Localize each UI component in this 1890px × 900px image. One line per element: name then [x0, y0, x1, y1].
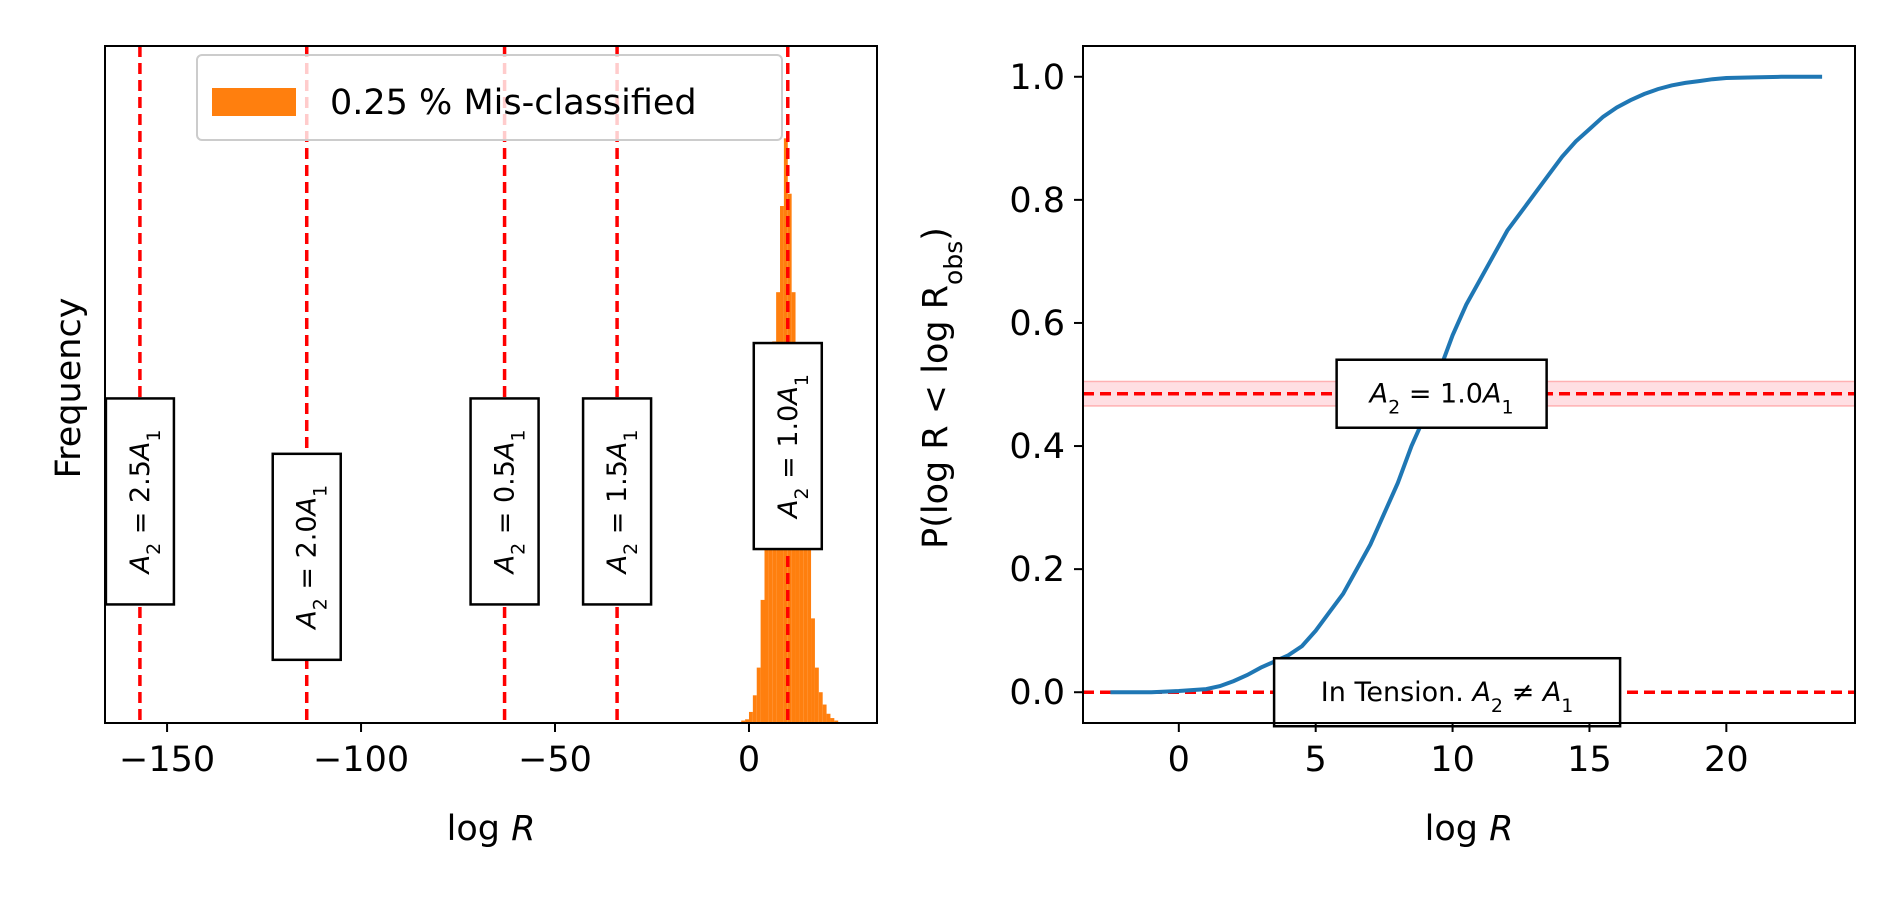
- left-x-ticks: −150 −100 −50 0: [119, 723, 760, 780]
- histogram-bar: [834, 720, 839, 723]
- legend-swatch: [212, 88, 296, 116]
- histogram-bar: [799, 427, 804, 723]
- left-x-label: log R: [447, 809, 536, 849]
- right-axes-frame: [1082, 45, 1856, 724]
- x-tick-label: −100: [313, 740, 409, 780]
- left-y-label: Frequency: [49, 298, 89, 479]
- cdf-panel: A2 = 1.0A1 In Tension. A2 ≠ A1 0 5 10 15 20 0…: [916, 45, 1856, 849]
- x-tick-label: 15: [1567, 740, 1612, 780]
- histogram-bar: [807, 544, 812, 723]
- x-tick-label: 5: [1305, 740, 1327, 780]
- threshold-label-box: [104, 397, 176, 606]
- histogram-bar: [803, 538, 808, 723]
- legend-box: [196, 54, 783, 141]
- y-tick-label: 1.0: [1009, 58, 1065, 98]
- y-tick-label: 0.8: [1009, 181, 1065, 221]
- cdf-series-line: [1110, 74, 1823, 695]
- histogram-bar: [752, 695, 757, 723]
- histogram-bar: [818, 692, 823, 723]
- threshold-label-box: [271, 452, 342, 662]
- x-tick-label: 10: [1430, 740, 1475, 780]
- right-x-ticks: 0 5 10 15 20: [1168, 723, 1749, 780]
- y-tick-label: 0.2: [1009, 550, 1065, 590]
- right-x-label: log R: [1425, 809, 1514, 849]
- histogram-bar: [756, 667, 761, 723]
- histogram-bar: [764, 513, 769, 723]
- right-y-label: P(log R < log Robs): [916, 227, 968, 549]
- histogram-bar: [745, 719, 749, 723]
- histogram-bar: [760, 599, 765, 723]
- histogram-bar: [811, 618, 815, 723]
- threshold-label-box: [1272, 656, 1622, 728]
- threshold-labels: A2 = 2.5A1 A2 = 2.0A1 A2 = 0.5A1 A2 = 1.5A1…: [104, 341, 824, 662]
- histogram-bar: [748, 711, 753, 723]
- threshold-label: In Tension. A2 ≠ A1: [1321, 677, 1574, 717]
- threshold-label-box: [469, 397, 540, 606]
- histogram-bar: [830, 718, 835, 723]
- histogram-bar: [826, 713, 831, 723]
- legend-label: 0.25 % Mis-classified: [330, 83, 697, 123]
- threshold-label-box: [752, 341, 824, 551]
- legend: 0.25 % Mis-classified: [196, 54, 783, 141]
- right-y-ticks: 0.0 0.2 0.4 0.6 0.8 1.0: [1009, 58, 1083, 713]
- y-tick-label: 0.4: [1009, 427, 1065, 467]
- left-axes-frame: [104, 45, 878, 724]
- y-tick-label: 0.6: [1009, 304, 1065, 344]
- threshold-label: A2 = 1.0A1: [773, 374, 813, 520]
- x-tick-label: 0: [1168, 740, 1190, 780]
- threshold-label: A2 = 0.5A1: [490, 429, 530, 575]
- x-tick-label: −50: [518, 740, 592, 780]
- threshold-label-box: [581, 397, 653, 606]
- threshold-labels: A2 = 1.0A1 In Tension. A2 ≠ A1: [1272, 358, 1622, 728]
- histogram-bar: [822, 704, 827, 723]
- threshold-lines: [1083, 391, 1855, 694]
- threshold-label: A2 = 1.5A1: [602, 429, 642, 575]
- histogram-bar: [768, 433, 773, 723]
- histogram-bar: [814, 667, 819, 723]
- histogram-bar: [741, 720, 746, 723]
- threshold-label: A2 = 2.0A1: [292, 485, 332, 631]
- x-tick-label: 20: [1704, 740, 1749, 780]
- threshold-label: A2 = 2.5A1: [125, 429, 165, 575]
- threshold-label-box: [1335, 358, 1548, 429]
- x-tick-label: 0: [738, 740, 760, 780]
- histogram-panel: A2 = 2.5A1 A2 = 2.0A1 A2 = 0.5A1 A2 = 1.5A1…: [49, 45, 878, 849]
- x-tick-label: −150: [119, 740, 215, 780]
- threshold-label: A2 = 1.0A1: [1368, 379, 1514, 419]
- y-tick-label: 0.0: [1009, 673, 1065, 713]
